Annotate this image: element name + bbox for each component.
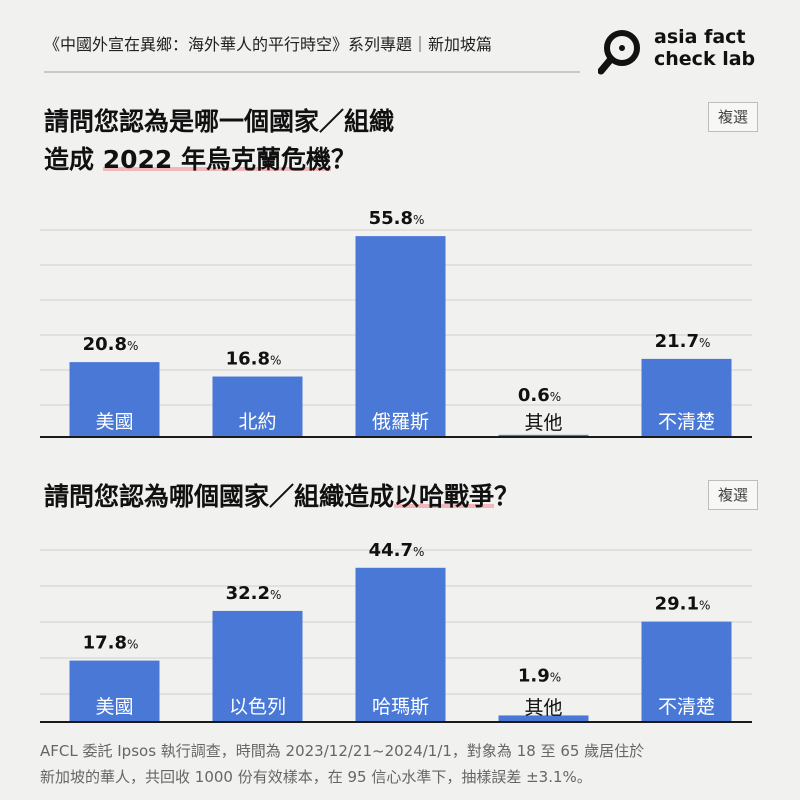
category-label: 俄羅斯 [372, 411, 429, 433]
question-2-title-highlight: 以哈戰爭 [394, 482, 495, 511]
value-label: 17.8% [83, 633, 139, 654]
question-1-title-line-2: 造成 2022 年烏克蘭危機？ [44, 141, 394, 179]
footnote: AFCL 委託 Ipsos 執行調查，時間為 2023/12/21~2024/1… [40, 738, 644, 790]
bar-4 [498, 715, 589, 722]
header-divider [44, 71, 580, 73]
magnifier-icon [598, 30, 640, 75]
value-label: 20.8% [83, 334, 139, 355]
bar-3 [355, 236, 446, 437]
value-label: 29.1% [655, 594, 711, 615]
question-2-title-suffix: ？ [494, 482, 520, 511]
value-label: 55.8% [369, 208, 425, 229]
value-label: 1.9% [518, 665, 561, 686]
footnote-line-1: AFCL 委託 Ipsos 執行調查，時間為 2023/12/21~2024/1… [40, 742, 645, 760]
category-label: 其他 [524, 697, 562, 719]
logo-line-1: asia fact [654, 26, 746, 48]
bar-5 [641, 358, 732, 437]
value-label: 44.7% [369, 540, 425, 561]
question-2-title-prefix: 請問您認為哪個國家／組織造成 [44, 482, 395, 511]
category-label: 不清楚 [658, 696, 715, 718]
category-label: 美國 [95, 696, 133, 718]
category-label: 以色列 [229, 696, 286, 718]
footnote-line-2: 新加坡的華人，共回收 1000 份有效樣本，在 95 信心水準下，抽樣誤差 ±3… [40, 768, 592, 786]
series-title: 《中國外宣在異鄉：海外華人的平行時空》系列專題｜新加坡篇 [44, 35, 493, 54]
question-1-title-line-1: 請問您認為是哪一個國家／組織 [44, 107, 395, 136]
question-1-title: 請問您認為是哪一個國家／組織 造成 2022 年烏克蘭危機？ [44, 103, 394, 179]
question-1-title-highlight: 2022 年烏克蘭危機 [102, 145, 332, 174]
value-label: 0.6% [518, 385, 561, 406]
value-label: 16.8% [226, 349, 282, 370]
bar-1 [69, 660, 160, 722]
category-label: 其他 [524, 412, 562, 434]
multi-select-tag-2: 複選 [708, 480, 758, 510]
logo: asia fact check lab [598, 26, 768, 78]
chart-2: 17.8% 美國 32.2% 以色列 44.7% 哈瑪斯 1.9% 其他 29.1% 不清楚 [40, 540, 752, 723]
category-label: 不清楚 [658, 411, 715, 433]
bar-3 [355, 567, 446, 722]
logo-line-2: check lab [654, 48, 756, 70]
bar-1 [69, 362, 160, 437]
bar-2 [212, 610, 303, 722]
category-label: 北約 [238, 411, 276, 433]
chart-1: 20.8% 美國 16.8% 北約 55.8% 俄羅斯 0.6% 其他 21.7% 不清楚 [40, 208, 752, 438]
bar-5 [641, 621, 732, 722]
category-label: 美國 [95, 411, 133, 433]
bar-4 [498, 434, 589, 437]
question-1-title-prefix: 造成 [44, 145, 103, 174]
value-label: 32.2% [226, 583, 282, 604]
value-label: 21.7% [655, 331, 711, 352]
bar-2 [212, 376, 303, 437]
multi-select-tag-1: 複選 [708, 102, 758, 132]
question-2-title: 請問您認為哪個國家／組織造成以哈戰爭？ [44, 478, 519, 516]
category-label: 哈瑪斯 [372, 696, 429, 718]
question-1-title-suffix: ？ [331, 145, 357, 174]
